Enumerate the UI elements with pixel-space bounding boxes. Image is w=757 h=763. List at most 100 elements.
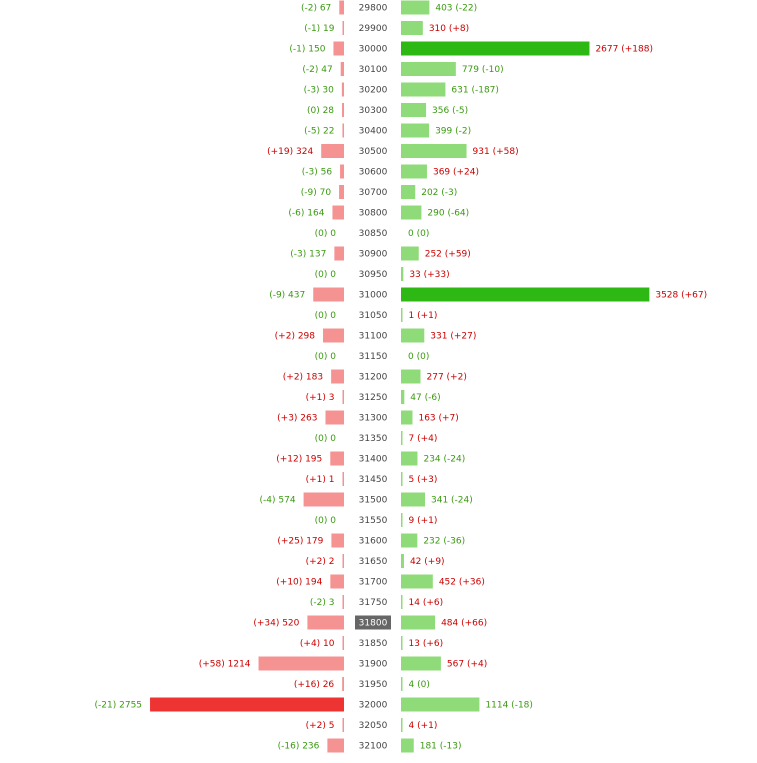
right-value-label: 2677 (+188) [595,45,653,55]
right-bar [401,308,403,322]
right-value-label: 310 (+8) [429,24,469,34]
right-bar [401,185,416,199]
right-bar [401,21,423,35]
right-bar [401,533,418,548]
left-value-label: (0) 0 [315,270,337,280]
right-bar [401,328,425,343]
right-value-label: 484 (+66) [441,619,487,629]
right-bar [401,164,427,179]
right-bar [401,738,414,753]
left-value-label: (0) 0 [315,311,337,321]
right-bar [401,513,403,527]
left-bar [313,287,344,302]
current-strike-label: 31800 [359,619,388,629]
right-bar [401,390,405,404]
right-value-label: 1114 (-18) [485,701,533,711]
left-value-label: (+4) 10 [300,639,335,649]
strike-label: 30800 [359,209,388,219]
right-value-label: 47 (-6) [410,393,440,403]
left-bar [340,62,344,76]
right-bar [401,595,403,609]
right-bar [401,205,422,220]
right-value-label: 277 (+2) [427,373,467,383]
strike-label: 31300 [359,414,388,424]
left-value-label: (+25) 179 [277,537,323,547]
strike-label: 30300 [359,106,388,116]
right-bar [401,554,404,568]
strike-label: 31150 [359,352,388,362]
left-value-label: (+2) 298 [275,332,316,342]
right-value-label: 0 (0) [408,229,429,239]
strike-label: 31550 [359,516,388,526]
right-bar [401,82,446,97]
right-bar [401,144,467,158]
strike-label: 30700 [359,188,388,198]
current-strike-highlight [355,615,391,630]
left-value-label: (0) 0 [315,434,337,444]
right-value-label: 42 (+9) [410,557,445,567]
right-bar [401,472,403,486]
right-value-label: 232 (-36) [423,537,465,547]
right-bar [401,410,413,425]
left-value-label: (-2) 3 [310,598,335,608]
left-value-label: (0) 0 [315,352,337,362]
strike-label: 31200 [359,373,388,383]
strike-label: 30200 [359,86,388,96]
left-value-label: (-2) 67 [301,4,331,14]
strike-label: 29900 [359,24,388,34]
strike-label: 31850 [359,639,388,649]
right-bar [401,0,430,15]
right-value-label: 567 (+4) [447,660,487,670]
left-value-label: (+58) 1214 [199,660,251,670]
left-bar [330,451,344,466]
strike-label: 31450 [359,475,388,485]
left-bar [323,328,344,343]
right-value-label: 0 (0) [408,352,429,362]
left-bar [342,554,344,568]
left-bar [342,636,344,650]
right-bar [401,123,430,138]
right-value-label: 4 (0) [409,680,430,690]
right-value-label: 202 (-3) [421,188,457,198]
right-value-label: 341 (-24) [431,496,473,506]
left-bar [342,123,344,138]
left-bar [342,390,344,404]
right-bar [401,574,433,589]
left-value-label: (+2) 183 [283,373,323,383]
left-value-label: (+10) 194 [276,578,322,588]
right-value-label: 252 (+59) [425,250,471,260]
strike-label: 31700 [359,578,388,588]
right-bar [401,697,480,712]
strike-label: 30850 [359,229,388,239]
strike-label: 29800 [359,4,388,14]
left-bar [332,205,344,220]
right-value-label: 931 (+58) [473,147,519,157]
strike-label: 31650 [359,557,388,567]
strike-label: 31900 [359,660,388,670]
right-value-label: 14 (+6) [409,598,444,608]
strike-label: 31750 [359,598,388,608]
left-bar [330,574,344,589]
left-bar [342,103,344,117]
strike-label: 31100 [359,332,388,342]
left-value-label: (-21) 2755 [95,701,143,711]
left-bar [258,656,344,671]
right-value-label: 7 (+4) [409,434,438,444]
right-bar [401,615,436,630]
left-value-label: (-1) 150 [289,45,325,55]
right-value-label: 4 (+1) [409,721,438,731]
strike-label: 30900 [359,250,388,260]
right-bar [401,718,403,732]
left-value-label: (+19) 324 [267,147,313,157]
strike-label: 30100 [359,65,388,75]
left-value-label: (-4) 574 [260,496,296,506]
right-bar [401,492,426,507]
right-bar [401,41,590,56]
left-value-label: (0) 0 [315,516,337,526]
left-value-label: (-3) 137 [290,250,326,260]
left-bar [327,738,344,753]
right-value-label: 399 (-2) [435,127,471,137]
strike-label: 30500 [359,147,388,157]
left-value-label: (-3) 30 [304,86,335,96]
